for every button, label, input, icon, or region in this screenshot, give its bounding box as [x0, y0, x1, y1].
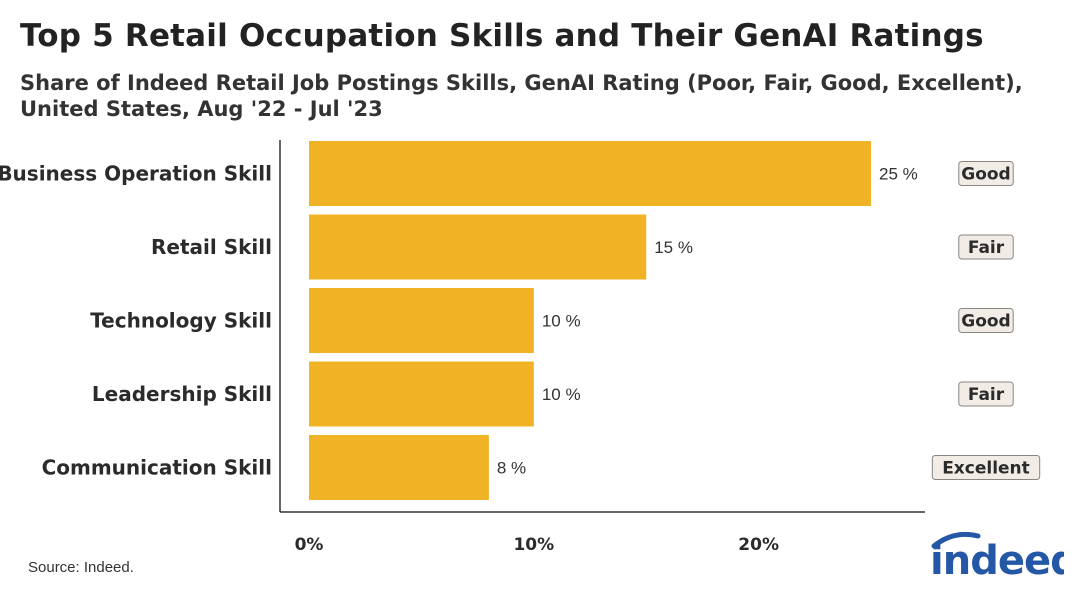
- value-label: 10 %: [542, 385, 581, 404]
- rating-label: Good: [961, 165, 1010, 185]
- category-label: Communication Skill: [42, 456, 272, 480]
- rating-label: Good: [961, 312, 1010, 332]
- category-label: Technology Skill: [90, 309, 272, 333]
- value-label: 25 %: [879, 165, 918, 184]
- chart-title: Top 5 Retail Occupation Skills and Their…: [20, 18, 984, 54]
- x-tick-label: 20%: [738, 535, 779, 555]
- value-label: 10 %: [542, 312, 581, 331]
- rating-badge: [931, 455, 1041, 480]
- rating-badge: [958, 308, 1014, 333]
- rating-label: Fair: [968, 385, 1005, 405]
- svg-text:indeed: indeed: [930, 538, 1064, 580]
- rating-label: Excellent: [942, 459, 1030, 479]
- bar: [309, 214, 647, 280]
- rating-label: Fair: [968, 238, 1005, 258]
- indeed-logo: indeed: [930, 532, 1064, 580]
- rating-badge: [958, 234, 1014, 260]
- category-label: Leadership Skill: [92, 382, 272, 406]
- category-label: Retail Skill: [151, 235, 272, 259]
- rating-badge: [958, 381, 1014, 407]
- bar: [309, 141, 872, 206]
- bar: [309, 435, 489, 500]
- value-label: 8 %: [497, 459, 526, 478]
- value-label: 15 %: [654, 238, 693, 257]
- x-tick-label: 0%: [295, 535, 324, 555]
- x-tick-label: 10%: [513, 535, 554, 555]
- chart-subtitle: Share of Indeed Retail Job Postings Skil…: [20, 71, 1023, 121]
- bar: [309, 361, 534, 427]
- category-label: Business Operation Skill: [0, 162, 272, 186]
- source-note: Source: Indeed.: [28, 559, 134, 576]
- bar: [309, 288, 534, 353]
- rating-badge: [958, 161, 1014, 186]
